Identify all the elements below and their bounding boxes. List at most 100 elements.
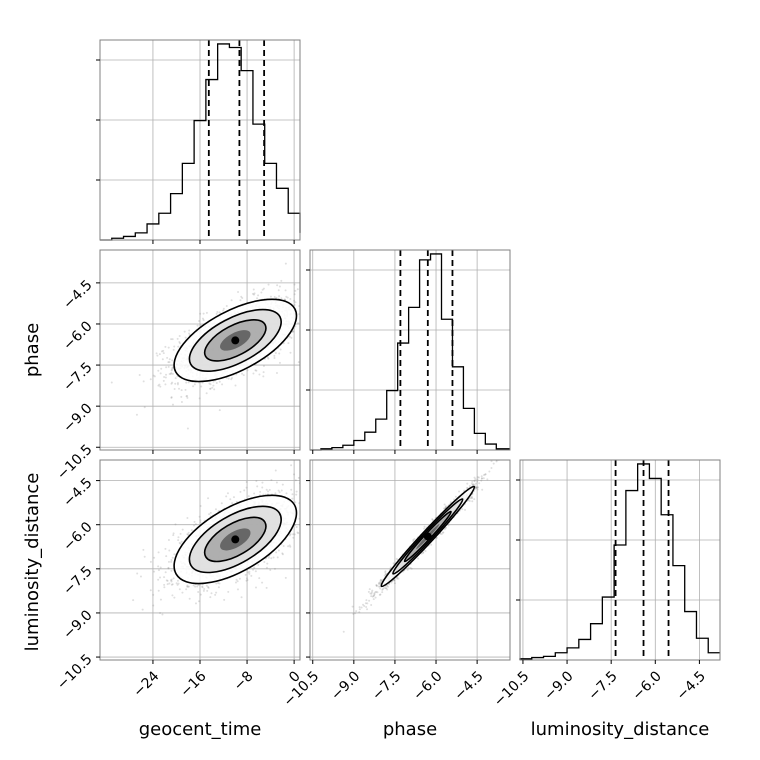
sample-point	[170, 559, 173, 562]
sample-point	[314, 519, 316, 521]
sample-point	[267, 556, 270, 559]
sample-point	[261, 288, 264, 291]
sample-point	[257, 563, 260, 566]
sample-point	[196, 585, 199, 588]
panel-hist-phase	[306, 249, 511, 454]
sample-point	[345, 452, 347, 454]
sample-point	[246, 369, 249, 372]
sample-point	[278, 491, 281, 494]
sample-point	[267, 490, 270, 493]
sample-point	[380, 579, 383, 582]
sample-point	[262, 371, 265, 374]
sample-point	[320, 324, 322, 326]
sample-point	[229, 498, 232, 501]
sample-point	[473, 476, 476, 479]
sample-point	[285, 295, 288, 298]
sample-point	[180, 395, 183, 398]
sample-point	[208, 513, 211, 516]
sample-point	[153, 556, 156, 559]
sample-point	[172, 532, 175, 535]
sample-point	[476, 480, 479, 483]
sample-point	[258, 577, 261, 580]
sample-point	[474, 478, 477, 481]
sample-point	[177, 345, 180, 348]
sample-point	[468, 500, 471, 503]
sample-point	[326, 280, 328, 282]
sample-point	[206, 589, 209, 592]
sample-point	[157, 578, 160, 581]
histogram-step	[100, 43, 301, 241]
sample-point	[261, 486, 264, 489]
sample-point	[186, 584, 189, 587]
sample-point	[152, 374, 155, 377]
sample-point	[255, 480, 258, 483]
sample-point	[159, 598, 162, 601]
sample-point	[262, 365, 265, 368]
sample-point	[192, 385, 195, 388]
y-tick-label: −6.0	[60, 519, 95, 554]
sample-point	[257, 294, 260, 297]
sample-point	[209, 511, 212, 514]
sample-point	[205, 584, 208, 587]
sample-point	[473, 484, 476, 487]
sample-point	[245, 481, 248, 484]
sample-point	[468, 484, 471, 487]
sample-point	[304, 493, 306, 495]
sample-point	[387, 585, 390, 588]
sample-point	[289, 533, 292, 536]
sample-point	[198, 600, 201, 603]
sample-point	[302, 313, 304, 315]
sample-point	[252, 372, 255, 375]
sample-point	[193, 383, 196, 386]
sample-point	[265, 566, 268, 569]
sample-point	[444, 506, 447, 509]
sample-point	[209, 387, 212, 390]
sample-point	[246, 578, 249, 581]
sample-point	[231, 502, 234, 505]
sample-point	[319, 317, 321, 319]
sample-point	[157, 569, 160, 572]
sample-point	[365, 599, 368, 602]
sample-point	[273, 356, 276, 359]
sample-point	[158, 383, 161, 386]
sample-point	[332, 293, 334, 295]
sample-point	[295, 493, 298, 496]
sample-point	[170, 338, 173, 341]
sample-point	[188, 329, 191, 332]
sample-point	[284, 576, 287, 579]
sample-point	[262, 375, 265, 378]
sample-point	[193, 524, 196, 527]
sample-point	[176, 383, 179, 386]
sample-point	[163, 375, 166, 378]
sample-point	[153, 375, 156, 378]
sample-point	[486, 478, 489, 481]
sample-point	[475, 486, 478, 489]
sample-point	[171, 594, 174, 597]
sample-point	[166, 356, 169, 359]
sample-point	[163, 576, 166, 579]
sample-point	[220, 502, 223, 505]
sample-point	[165, 366, 168, 369]
sample-point	[161, 613, 164, 616]
sample-point	[194, 602, 197, 605]
sample-point	[292, 473, 295, 476]
sample-point	[157, 551, 160, 554]
sample-point	[370, 604, 373, 607]
sample-point	[302, 302, 304, 304]
sample-point	[205, 392, 208, 395]
y-tick-label: −4.5	[60, 277, 95, 312]
x-tick-label: −24	[130, 668, 162, 700]
sample-point	[306, 513, 308, 515]
sample-point	[470, 495, 473, 498]
sample-point	[230, 378, 233, 381]
sample-point	[208, 382, 211, 385]
sample-point	[217, 582, 220, 585]
sample-point	[212, 384, 215, 387]
sample-point	[481, 488, 484, 491]
sample-point	[304, 510, 306, 512]
sample-point	[294, 501, 297, 504]
sample-point	[254, 586, 257, 589]
sample-point	[135, 413, 138, 416]
sample-point	[214, 508, 217, 511]
sample-point	[278, 352, 281, 355]
